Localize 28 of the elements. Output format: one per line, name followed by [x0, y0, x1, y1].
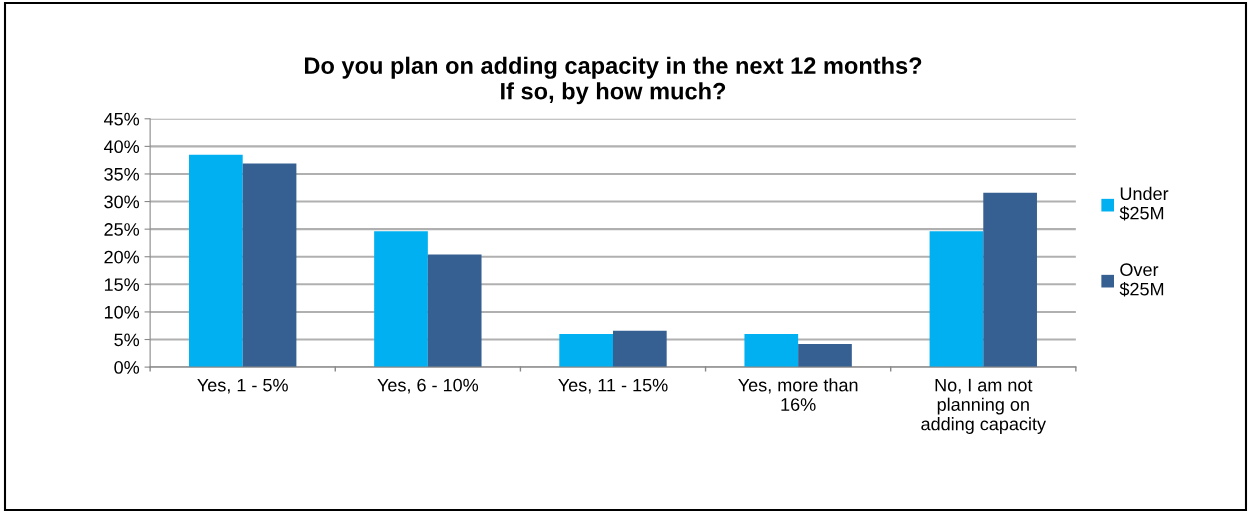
- y-tick-label: 30%: [104, 195, 140, 209]
- y-tick-label: 20%: [104, 250, 140, 264]
- bar: [559, 333, 613, 368]
- y-tick-label: 40%: [103, 140, 140, 154]
- y-tick-label: 0%: [114, 361, 140, 374]
- bar: [744, 333, 799, 368]
- x-tick-label: Yes, 11 - 15%: [558, 378, 668, 394]
- y-tick-label: 10%: [104, 305, 140, 319]
- x-tick-label: Yes, 6 - 10%: [377, 378, 479, 394]
- y-tick-label: 15%: [104, 278, 140, 292]
- y-tick-label: 25%: [104, 223, 140, 236]
- bar: [374, 231, 428, 368]
- x-tick-label: No, I am not planning on adding capacity: [921, 378, 1046, 434]
- legend-label: Over $25M: [1119, 263, 1164, 297]
- bar: [612, 330, 667, 368]
- legend-label: Under $25M: [1119, 186, 1169, 221]
- bar: [983, 192, 1037, 368]
- x-tick-label: Yes, 1 - 5%: [197, 378, 288, 394]
- y-tick-label: 5%: [114, 333, 140, 347]
- bar: [242, 163, 297, 368]
- chart-title: Do you plan on adding capacity in the next 12 months? If so, by how much?: [304, 56, 922, 105]
- bar: [798, 343, 852, 368]
- bar: [427, 254, 482, 368]
- y-tick-label: 45%: [103, 112, 140, 126]
- y-tick-label: 35%: [104, 167, 140, 181]
- x-tick-label: Yes, more than 16%: [738, 378, 858, 411]
- bar: [929, 231, 984, 368]
- bar: [189, 154, 243, 368]
